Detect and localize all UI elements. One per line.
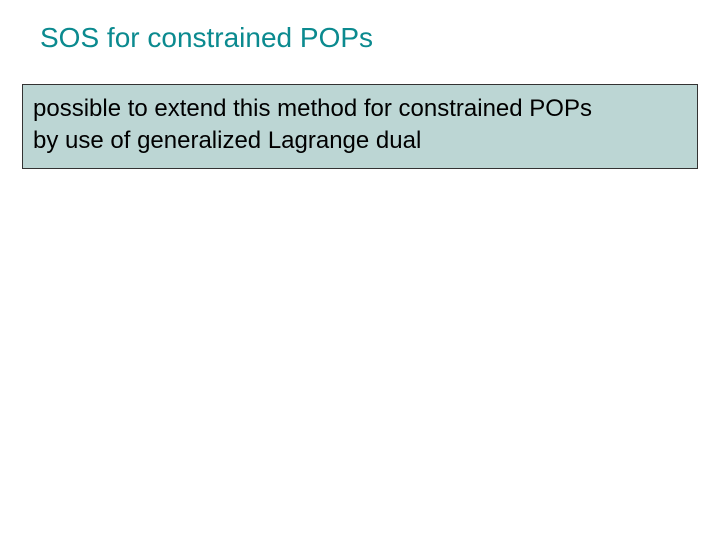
content-box: possible to extend this method for const… xyxy=(22,84,698,169)
content-line-1: possible to extend this method for const… xyxy=(33,93,687,125)
content-line-2: by use of generalized Lagrange dual xyxy=(33,125,687,157)
slide-title: SOS for constrained POPs xyxy=(40,22,373,54)
slide: SOS for constrained POPs possible to ext… xyxy=(0,0,720,540)
